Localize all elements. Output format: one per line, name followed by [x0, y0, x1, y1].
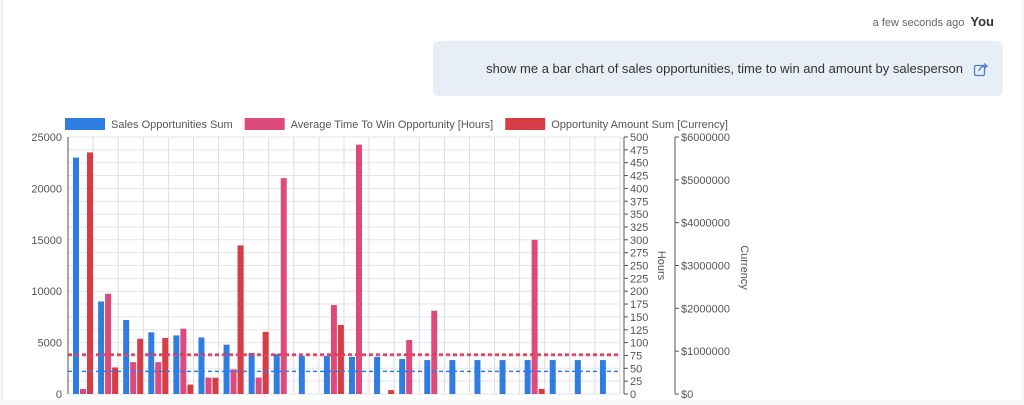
- hours-axis-tick-label: 400: [630, 183, 648, 195]
- bar-1[interactable]: [599, 360, 606, 394]
- bar-1[interactable]: [474, 360, 481, 394]
- bar-1[interactable]: [273, 353, 280, 394]
- bar-1[interactable]: [574, 360, 581, 394]
- user-message-text: show me a bar chart of sales opportuniti…: [486, 61, 963, 76]
- bar-1[interactable]: [549, 360, 556, 394]
- bar-1[interactable]: [248, 352, 255, 394]
- hours-axis-title: Hours: [655, 251, 667, 281]
- bar-3[interactable]: [137, 338, 144, 394]
- hours-axis-tick-label: 350: [630, 209, 648, 221]
- hours-axis-tick-label: 225: [630, 273, 648, 285]
- left-axis-tick-label: 20000: [31, 183, 62, 195]
- bar-2[interactable]: [330, 305, 337, 394]
- bar-2[interactable]: [356, 144, 362, 394]
- legend-swatch[interactable]: [244, 118, 285, 130]
- bar-chart: Sales Opportunities Sum Average Time To W…: [0, 110, 1024, 401]
- legend-label: Opportunity Amount Sum [Currency]: [551, 119, 728, 131]
- bar-1[interactable]: [499, 360, 506, 394]
- bar-2[interactable]: [255, 377, 262, 394]
- bar-1[interactable]: [223, 344, 230, 394]
- bar-1[interactable]: [123, 319, 130, 394]
- bar-2[interactable]: [531, 239, 538, 394]
- bar-3[interactable]: [87, 152, 93, 394]
- bar-2[interactable]: [280, 178, 287, 394]
- bar-3[interactable]: [237, 245, 244, 394]
- currency-axis-tick-label: $6000000: [681, 132, 730, 144]
- left-axis-tick-label: 15000: [31, 235, 62, 247]
- bar-3[interactable]: [337, 325, 344, 394]
- message-meta: a few seconds ago You: [873, 14, 994, 29]
- hours-axis-tick-label: 50: [630, 363, 642, 375]
- hours-axis-tick-label: 425: [630, 171, 648, 183]
- hours-axis-tick-label: 500: [630, 132, 648, 144]
- hours-axis-tick-label: 0: [630, 389, 636, 400]
- currency-axis-tick-label: $0: [681, 389, 693, 400]
- bar-1[interactable]: [198, 337, 205, 394]
- legend-label: Average Time To Win Opportunity [Hours]: [291, 119, 494, 131]
- currency-axis-tick-label: $4000000: [681, 218, 730, 230]
- hours-axis-tick-label: 150: [630, 312, 648, 324]
- hours-axis-tick-label: 25: [630, 376, 642, 388]
- currency-axis-tick-label: $5000000: [681, 175, 730, 187]
- bar-1[interactable]: [524, 360, 531, 394]
- bar-1[interactable]: [73, 157, 79, 394]
- bar-1[interactable]: [449, 360, 456, 394]
- bar-3[interactable]: [388, 390, 395, 394]
- bar-1[interactable]: [323, 355, 330, 394]
- bar-3[interactable]: [162, 337, 169, 394]
- bar-2[interactable]: [431, 310, 438, 394]
- bar-3[interactable]: [262, 331, 269, 394]
- bar-3[interactable]: [112, 367, 119, 394]
- bar-1[interactable]: [98, 301, 105, 394]
- bar-1[interactable]: [173, 335, 180, 394]
- chart-svg: Sales Opportunities Sum Average Time To W…: [31, 118, 750, 401]
- bar-2[interactable]: [155, 362, 162, 394]
- legend-swatch[interactable]: [65, 118, 105, 130]
- left-axis-tick-label: 25000: [31, 132, 62, 144]
- bar-2[interactable]: [230, 369, 237, 394]
- bar-2[interactable]: [205, 377, 212, 394]
- currency-axis-tick-label: $2000000: [681, 303, 730, 315]
- legend-label: Sales Opportunities Sum: [111, 119, 233, 131]
- hours-axis-tick-label: 175: [630, 299, 648, 311]
- bar-1[interactable]: [399, 359, 406, 394]
- hours-axis-tick-label: 250: [630, 261, 648, 273]
- bar-2[interactable]: [180, 328, 187, 394]
- bar-2[interactable]: [80, 388, 86, 394]
- hours-axis-tick-label: 100: [630, 338, 648, 350]
- bar-3[interactable]: [187, 384, 194, 394]
- bar-1[interactable]: [349, 356, 355, 394]
- hours-axis-tick-label: 450: [630, 158, 648, 170]
- hours-axis-tick-label: 75: [630, 350, 642, 362]
- bar-2[interactable]: [406, 340, 413, 394]
- hours-axis-tick-label: 275: [630, 248, 648, 260]
- bar-1[interactable]: [424, 360, 431, 394]
- legend-swatch[interactable]: [505, 118, 546, 130]
- bar-1[interactable]: [298, 355, 305, 394]
- currency-axis-tick-label: $3000000: [681, 261, 730, 273]
- bar-2[interactable]: [105, 293, 112, 394]
- hours-axis-tick-label: 325: [630, 222, 648, 234]
- left-axis-tick-label: 5000: [38, 338, 62, 350]
- hours-axis-tick-label: 375: [630, 196, 648, 208]
- currency-axis-tick-label: $1000000: [681, 346, 730, 358]
- message-author: You: [970, 14, 994, 29]
- currency-axis-title: Currency: [738, 245, 750, 290]
- bar-2[interactable]: [130, 362, 137, 394]
- user-message-bubble: show me a bar chart of sales opportuniti…: [433, 41, 1003, 96]
- bar-3[interactable]: [212, 377, 219, 394]
- hours-axis-tick-label: 300: [630, 235, 648, 247]
- hours-axis-tick-label: 200: [630, 286, 648, 298]
- left-axis-tick-label: 10000: [31, 286, 62, 298]
- bar-1[interactable]: [374, 356, 381, 394]
- bar-3[interactable]: [538, 388, 545, 394]
- hours-axis-tick-label: 125: [630, 325, 648, 337]
- hours-axis-tick-label: 475: [630, 145, 648, 157]
- share-icon[interactable]: [973, 61, 989, 77]
- left-axis-tick-label: 0: [56, 389, 62, 400]
- bar-1[interactable]: [148, 332, 155, 394]
- message-timestamp: a few seconds ago: [872, 17, 965, 29]
